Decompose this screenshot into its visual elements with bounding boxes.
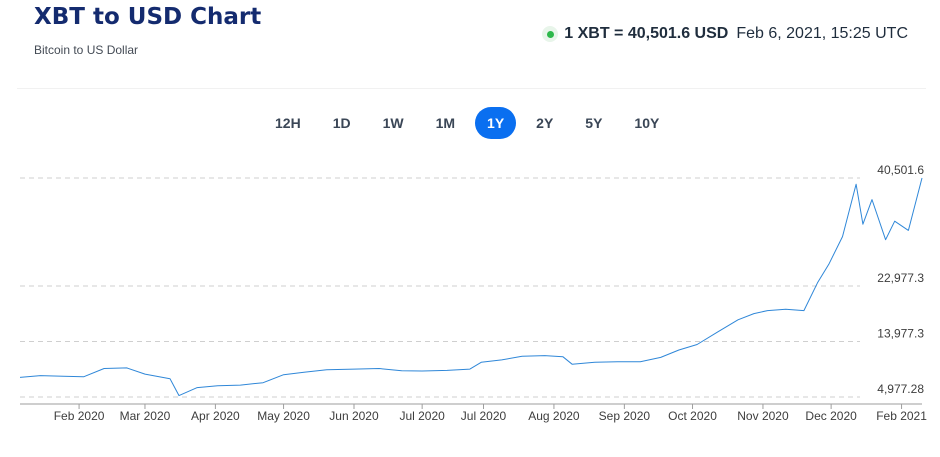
line-layer xyxy=(19,177,923,397)
x-tick-label: Oct 2020 xyxy=(668,409,717,423)
range-button-1w[interactable]: 1W xyxy=(371,107,416,139)
x-tick-label: Aug 2020 xyxy=(528,409,580,423)
range-button-1y[interactable]: 1Y xyxy=(475,107,517,139)
x-tick-label: Jun 2020 xyxy=(329,409,379,423)
live-dot-icon xyxy=(542,26,559,42)
x-tick-label: Mar 2020 xyxy=(120,409,171,423)
header-divider xyxy=(17,88,926,89)
y-tick-label: 22,977.3 xyxy=(877,271,924,285)
x-tick-label: Sep 2020 xyxy=(599,409,651,423)
x-tick-label: Feb 2021 xyxy=(876,409,927,423)
range-button-10y[interactable]: 10Y xyxy=(622,107,671,139)
x-tick-label: Jul 2020 xyxy=(461,409,507,423)
rate-info: 1 XBT = 40,501.6 USD Feb 6, 2021, 15:25 … xyxy=(542,25,908,43)
price-chart[interactable]: 40,501.6 22,977.3 13,977.3 4,977.28 Feb 202… xyxy=(0,150,940,457)
range-button-1d[interactable]: 1D xyxy=(321,107,363,139)
x-tick-label: May 2020 xyxy=(257,409,310,423)
range-button-2y[interactable]: 2Y xyxy=(524,107,565,139)
rate-timestamp: Feb 6, 2021, 15:25 UTC xyxy=(736,25,908,42)
rate-value: 1 XBT = 40,501.6 USD xyxy=(564,25,729,42)
range-button-1m[interactable]: 1M xyxy=(424,107,467,139)
y-tick-label: 13,977.3 xyxy=(877,327,924,341)
x-tick-label: Jul 2020 xyxy=(399,409,445,423)
range-button-12h[interactable]: 12H xyxy=(263,107,313,139)
x-tick-label: Dec 2020 xyxy=(805,409,857,423)
axis-layer: Feb 2020 Mar 2020 Apr 2020 May 2020 Jun 2020… xyxy=(20,403,927,423)
x-tick-label: Apr 2020 xyxy=(191,409,240,423)
price-series-line xyxy=(19,177,923,397)
range-selector: 12H 1D 1W 1M 1Y 2Y 5Y 10Y xyxy=(263,107,671,139)
range-button-5y[interactable]: 5Y xyxy=(573,107,614,139)
grid-layer: 40,501.6 22,977.3 13,977.3 4,977.28 xyxy=(20,163,924,398)
x-tick-label: Feb 2020 xyxy=(54,409,105,423)
x-tick-label: Nov 2020 xyxy=(737,409,789,423)
y-tick-label: 40,501.6 xyxy=(877,163,924,177)
y-tick-label: 4,977.28 xyxy=(877,382,924,396)
page-title: XBT to USD Chart xyxy=(34,4,262,30)
page-subtitle: Bitcoin to US Dollar xyxy=(34,43,139,57)
